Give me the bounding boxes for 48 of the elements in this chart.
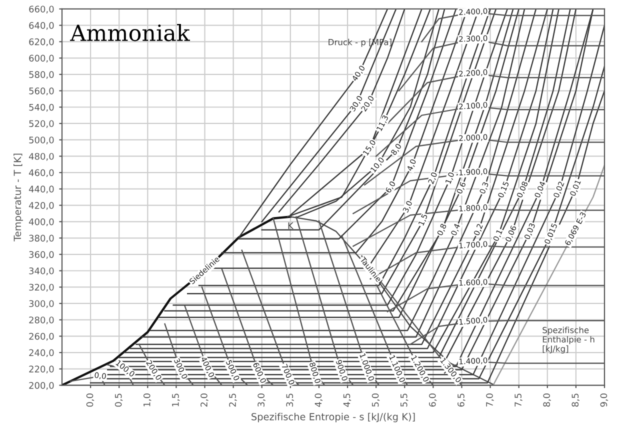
annotation: Spezifische Enthalpie - h [kJ/kg] (542, 326, 594, 354)
y-tick-label: 660,0 (29, 6, 54, 14)
x-tick-label: 6,0 (428, 394, 437, 407)
x-tick-label: 6,5 (458, 394, 466, 407)
y-tick-label: 260,0 (29, 332, 54, 341)
y-tick-label: 540,0 (29, 104, 54, 112)
y-tick-label: 640,0 (29, 22, 54, 30)
x-axis-title: Spezifische Entropie - s [kJ/(kg K)] (252, 412, 415, 422)
annotation: K (288, 222, 294, 229)
y-tick-label: 300,0 (29, 300, 54, 308)
y-tick-label: 560,0 (29, 88, 54, 96)
x-tick-label: 5,5 (400, 394, 408, 407)
x-tick-label: 7,0 (486, 394, 494, 407)
x-tick-label: 1,0 (143, 394, 152, 406)
y-tick-label: 480,0 (28, 152, 54, 161)
x-tick-label: 0,5 (114, 394, 123, 407)
y-tick-label: 240,0 (29, 349, 54, 358)
y-tick-label: 500,0 (29, 136, 54, 144)
y-tick-label: 520,0 (29, 120, 54, 128)
x-tick-label: 2,5 (229, 394, 237, 407)
y-tick-label: 420,0 (28, 202, 54, 210)
y-tick-label: 320,0 (29, 284, 54, 292)
y-tick-label: 360,0 (29, 251, 54, 259)
y-tick-label: 620,0 (29, 38, 54, 46)
y-tick-label: 380,0 (29, 234, 54, 243)
x-tick-label: 4,5 (343, 394, 352, 407)
y-tick-label: 280,0 (29, 316, 54, 324)
y-tick-label: 600,0 (29, 54, 54, 63)
x-tick-label: 9,0 (600, 394, 608, 407)
x-tick-label: 8,5 (572, 394, 580, 407)
x-tick-label: 3,0 (258, 394, 266, 407)
y-axis-title: Temperatur - T [K] (14, 154, 23, 242)
y-tick-label: 200,0 (29, 382, 54, 390)
x-tick-label: 7,5 (514, 394, 522, 407)
x-tick-label: 2,0 (200, 394, 208, 407)
y-tick-label: 440,0 (28, 186, 54, 194)
x-tick-label: 1,5 (172, 394, 180, 406)
x-tick-label: 4,0 (314, 394, 323, 407)
x-tick-label: 0,0 (86, 394, 94, 407)
x-tick-label: 5,0 (372, 394, 380, 407)
x-tick-label: 8,0 (543, 394, 551, 407)
text: Ammoniak (70, 24, 190, 42)
y-tick-label: 220,0 (29, 366, 54, 374)
y-tick-label: 580,0 (29, 71, 54, 79)
y-tick-label: 340,0 (29, 267, 54, 276)
x-tick-label: 3,5 (286, 394, 294, 407)
y-tick-label: 400,0 (28, 218, 54, 226)
y-tick-label: 460,0 (28, 169, 54, 178)
